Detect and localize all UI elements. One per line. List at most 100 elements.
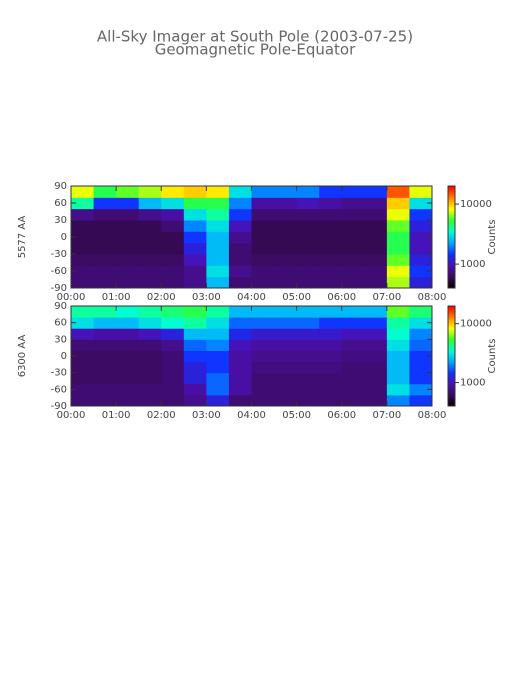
colorbar-step xyxy=(448,309,455,312)
heatmap-cell xyxy=(341,339,365,351)
heatmap-cell xyxy=(116,254,140,266)
colorbar-step xyxy=(448,377,455,380)
heatmap-cell xyxy=(93,328,117,340)
heatmap-cell xyxy=(409,208,433,221)
colorbar-step xyxy=(448,361,455,364)
heatmap-cell xyxy=(206,339,230,351)
colorbar-step xyxy=(448,404,455,407)
heatmap-cell xyxy=(138,186,162,198)
heatmap-cell xyxy=(138,220,162,232)
colorbar-step xyxy=(448,349,455,352)
heatmap-cell xyxy=(71,231,95,244)
x-tick-label: 04:00 xyxy=(237,292,266,303)
heatmap-cell xyxy=(116,339,140,351)
colorbar-step xyxy=(448,371,455,374)
heatmap-cell xyxy=(364,208,388,221)
colorbar-step xyxy=(448,344,455,347)
colorbar-step xyxy=(448,237,455,240)
heatmap-cell xyxy=(296,276,320,289)
heatmap-cell xyxy=(386,276,410,289)
heatmap-cell xyxy=(206,186,230,198)
heatmap-cell xyxy=(341,242,365,255)
heatmap-cell xyxy=(183,350,207,363)
heatmap-cell xyxy=(116,350,140,363)
heatmap-cell xyxy=(364,242,388,255)
y-axis-label: 6300 AA xyxy=(17,335,28,378)
heatmap-cell xyxy=(364,350,388,363)
heatmap-cell xyxy=(251,328,275,340)
heatmap-cell xyxy=(183,265,207,278)
colorbar-step xyxy=(448,351,455,354)
y-tick-label: -60 xyxy=(51,384,67,395)
colorbar-step xyxy=(448,372,455,375)
colorbar-step xyxy=(448,321,455,324)
heatmap-cell xyxy=(71,328,95,340)
heatmap-cell xyxy=(274,242,298,255)
heatmap-cell xyxy=(364,254,388,266)
heatmap-cell xyxy=(251,350,275,363)
heatmap-cell xyxy=(116,231,140,244)
heatmap-cell xyxy=(319,231,343,244)
heatmap-cell xyxy=(386,254,410,266)
colorbar-step xyxy=(448,262,455,265)
heatmap-cell xyxy=(251,394,275,407)
colorbar-step xyxy=(448,362,455,365)
heatmap-cell xyxy=(409,383,433,396)
heatmap-cell xyxy=(138,306,162,318)
colorbar-step xyxy=(448,189,455,192)
heatmap-cell xyxy=(409,265,433,278)
heatmap-cell xyxy=(319,276,343,289)
y-tick-label: 30 xyxy=(54,334,67,345)
heatmap-cell xyxy=(206,220,230,232)
heatmap-cell xyxy=(71,220,95,232)
colorbar-step xyxy=(448,272,455,275)
heatmap-cell xyxy=(296,306,320,318)
heatmap-cell xyxy=(409,231,433,244)
colorbar-step xyxy=(448,331,455,334)
x-tick-label: 02:00 xyxy=(147,292,176,303)
heatmap-cell xyxy=(93,383,117,396)
heatmap-cell xyxy=(409,242,433,255)
colorbar-step xyxy=(448,276,455,279)
heatmap-cell xyxy=(206,328,230,340)
heatmap-cell xyxy=(319,328,343,340)
heatmap-cell xyxy=(228,208,252,221)
colorbar-step xyxy=(448,402,455,405)
heatmap-cell xyxy=(274,254,298,266)
heatmap-cell xyxy=(116,265,140,278)
heatmap-cell xyxy=(386,328,410,340)
heatmap-cell xyxy=(71,394,95,407)
heatmap-cell xyxy=(206,350,230,363)
colorbar-step xyxy=(448,356,455,359)
heatmap-cell xyxy=(116,383,140,396)
heatmap-cell xyxy=(274,197,298,210)
heatmap-cell xyxy=(364,197,388,210)
heatmap-cell xyxy=(138,361,162,374)
heatmap-cell xyxy=(138,208,162,221)
heatmap-cell xyxy=(319,372,343,385)
heatmap-cell xyxy=(274,339,298,351)
colorbar-step xyxy=(448,240,455,243)
heatmap-cell xyxy=(71,372,95,385)
x-tick-label: 08:00 xyxy=(418,410,447,421)
heatmap-cell xyxy=(183,242,207,255)
chart-title: All-Sky Imager at South Pole (2003-07-25… xyxy=(97,28,413,46)
y-axis-label: 5577 AA xyxy=(17,216,28,259)
colorbar-step xyxy=(448,191,455,194)
heatmap-cell xyxy=(93,361,117,374)
heatmap-cell xyxy=(93,208,117,221)
colorbar-step xyxy=(448,257,455,260)
colorbar-step xyxy=(448,197,455,201)
heatmap-cell xyxy=(138,254,162,266)
heatmap-cell xyxy=(93,339,117,351)
heatmap-cell xyxy=(161,383,185,396)
colorbar-step xyxy=(448,386,455,389)
heatmap-cell xyxy=(319,306,343,318)
x-tick-label: 06:00 xyxy=(327,410,356,421)
colorbar-step xyxy=(448,346,455,349)
heatmap-cell xyxy=(319,254,343,266)
chart-subtitle: Geomagnetic Pole-Equator xyxy=(155,41,356,59)
heatmap-cell xyxy=(206,242,230,255)
heatmap-cell xyxy=(296,328,320,340)
colorbar-step xyxy=(448,314,455,317)
